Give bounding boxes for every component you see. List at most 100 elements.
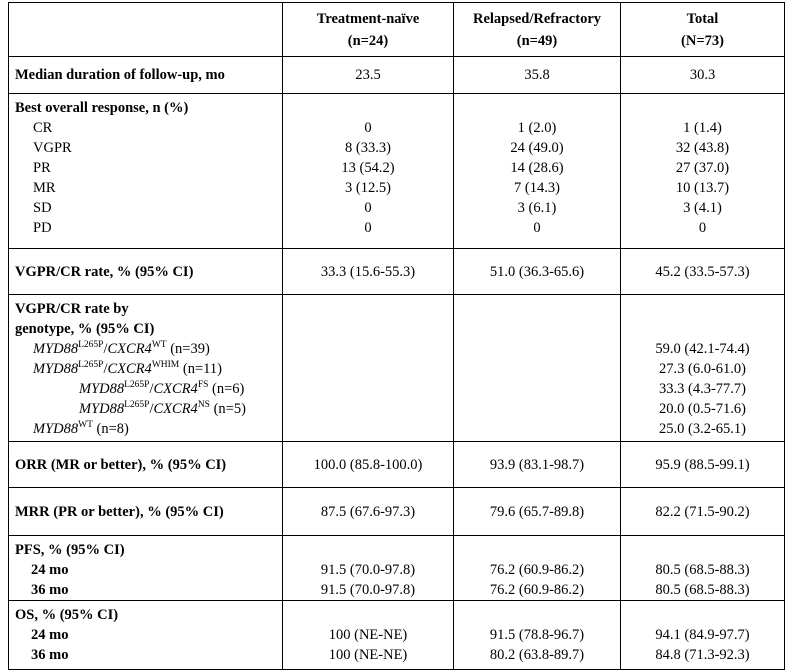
label-part: (n=5) [209, 401, 246, 417]
value: 51.0 (36.3-65.6) [489, 263, 585, 280]
spacer [283, 605, 453, 625]
label-cell: MRR (PR or better), % (95% CI) [8, 487, 283, 536]
column-n: (n=49) [516, 32, 558, 49]
label-part: / [149, 381, 154, 397]
row-label: MYD88L265P/CXCR4WT (n=39) [9, 339, 282, 359]
value-cell: 23.5 [282, 56, 454, 94]
row-label: MYD88L265P/CXCR4NS (n=5) [9, 399, 282, 419]
value: 45.2 (33.5-57.3) [655, 263, 750, 280]
label-part: MYD88 [33, 421, 79, 437]
label-cell: Median duration of follow-up, mo [8, 56, 283, 94]
value: 27 (37.0) [675, 160, 730, 176]
label-part: / [149, 401, 154, 417]
value: 100 (NE-NE) [328, 647, 408, 663]
row-label: PD [33, 220, 52, 236]
section-label: OS, % (95% CI) [15, 607, 119, 623]
column-n: (N=73) [681, 32, 724, 49]
label-part: MYD88 [33, 341, 79, 357]
value: 25.0 (3.2-65.1) [659, 421, 746, 437]
spacer [283, 299, 453, 319]
value-cell: 80.5 (68.5-88.3) 80.5 (68.5-88.3) [620, 535, 785, 601]
label-part: / [103, 341, 108, 357]
value: 94.1 (84.9-97.7) [655, 627, 750, 643]
label-part: WHIM [151, 360, 180, 370]
spacer [454, 299, 620, 319]
label-cell: VGPR/CR rate, % (95% CI) [8, 248, 283, 295]
label-part: (n=39) [166, 341, 210, 357]
section-row: VGPR/CR rate, % (95% CI) 33.3 (15.6-55.3)… [8, 248, 785, 295]
value-cell: 93.9 (83.1-98.7) [453, 441, 621, 488]
section-label: Median duration of follow-up, mo [15, 67, 225, 83]
spacer [283, 399, 453, 419]
value: 100 (NE-NE) [328, 627, 408, 643]
label-part: WT [151, 340, 167, 350]
value: 87.5 (67.6-97.3) [320, 503, 416, 520]
row-label: MYD88L265P/CXCR4WHIM (n=11) [9, 359, 282, 379]
value: 14 (28.6) [510, 160, 564, 176]
row-label: CR [33, 120, 53, 136]
value-cell: 1 (1.4) 32 (43.8) 27 (37.0) 10 (13.7) 3 (4.1… [620, 93, 785, 249]
spacer [283, 419, 453, 439]
value: 23.5 [355, 67, 381, 83]
label-part: MYD88 [79, 401, 125, 417]
spacer [283, 540, 453, 560]
spacer [454, 98, 620, 118]
column-title: Total [686, 10, 719, 27]
spacer [454, 379, 620, 399]
table-body: Treatment-naïve (n=24) Relapsed/Refractory… [8, 2, 785, 670]
results-table: Treatment-naïve (n=24) Relapsed/Refractory… [8, 2, 785, 670]
row-label: PR [33, 160, 51, 176]
value: 30.3 [689, 67, 716, 83]
value: 24 (49.0) [510, 140, 564, 156]
label-part: / [103, 361, 108, 377]
value: 100.0 (85.8-100.0) [313, 456, 423, 473]
spacer [621, 299, 784, 319]
value-cell: 51.0 (36.3-65.6) [453, 248, 621, 295]
value-cell: 95.9 (88.5-99.1) [620, 441, 785, 488]
value: 0 [364, 120, 372, 136]
value-cell: 76.2 (60.9-86.2) 76.2 (60.9-86.2) [453, 535, 621, 601]
value: 1 (1.4) [683, 120, 722, 136]
section-row: OS, % (95% CI) 24 mo 36 mo 100 (NE-NE) 100 (… [8, 600, 785, 670]
value: 91.5 (70.0-97.8) [320, 562, 416, 578]
spacer [283, 379, 453, 399]
value-cell: 82.2 (71.5-90.2) [620, 487, 785, 536]
spacer [283, 319, 453, 339]
value: 32 (43.8) [675, 140, 730, 156]
section-row: MRR (PR or better), % (95% CI) 87.5 (67.6… [8, 487, 785, 536]
row-label: 24 mo [31, 562, 69, 578]
value-cell [282, 294, 454, 442]
spacer [283, 98, 453, 118]
label-cell: PFS, % (95% CI) 24 mo 36 mo [8, 535, 283, 601]
column-n: (n=24) [347, 32, 389, 49]
row-label: 24 mo [31, 627, 69, 643]
value: 0 [533, 220, 541, 236]
label-part: MYD88 [33, 361, 79, 377]
value: 33.3 (4.3-77.7) [659, 381, 746, 397]
row-label: 36 mo [31, 647, 69, 663]
section-label: Best overall response, n (%) [15, 100, 189, 116]
section-label: VGPR/CR rate by [15, 301, 129, 317]
value-cell: 0 8 (33.3) 13 (54.2) 3 (12.5) 0 0 [282, 93, 454, 249]
spacer [454, 605, 620, 625]
value-cell: 35.8 [453, 56, 621, 94]
value-cell: 91.5 (78.8-96.7) 80.2 (63.8-89.7) [453, 600, 621, 670]
label-part: CXCR4 [153, 381, 198, 397]
value: 20.0 (0.5-71.6) [659, 401, 746, 417]
spacer [283, 359, 453, 379]
label-part: L265P [124, 380, 150, 390]
label-part: (n=6) [208, 381, 245, 397]
spacer [454, 359, 620, 379]
value-cell: 30.3 [620, 56, 785, 94]
value: 76.2 (60.9-86.2) [489, 582, 585, 598]
value: 91.5 (70.0-97.8) [320, 582, 416, 598]
header-cell: Total (N=73) [620, 2, 785, 57]
label-part: (n=8) [92, 421, 129, 437]
section-label: ORR (MR or better), % (95% CI) [15, 456, 227, 473]
value-cell [453, 294, 621, 442]
label-part: L265P [124, 400, 150, 410]
value: 95.9 (88.5-99.1) [655, 456, 750, 473]
value: 1 (2.0) [517, 120, 557, 136]
spacer [454, 540, 620, 560]
